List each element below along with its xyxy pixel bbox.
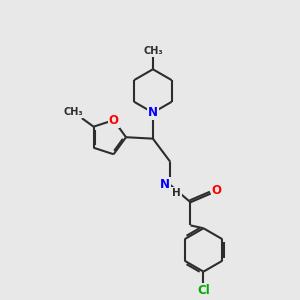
Text: O: O: [109, 114, 118, 127]
Text: N: N: [160, 178, 170, 191]
Text: Cl: Cl: [197, 284, 210, 297]
Text: N: N: [148, 106, 158, 119]
Text: CH₃: CH₃: [64, 107, 83, 117]
Text: H: H: [172, 188, 181, 198]
Text: O: O: [212, 184, 221, 197]
Text: CH₃: CH₃: [143, 46, 163, 56]
